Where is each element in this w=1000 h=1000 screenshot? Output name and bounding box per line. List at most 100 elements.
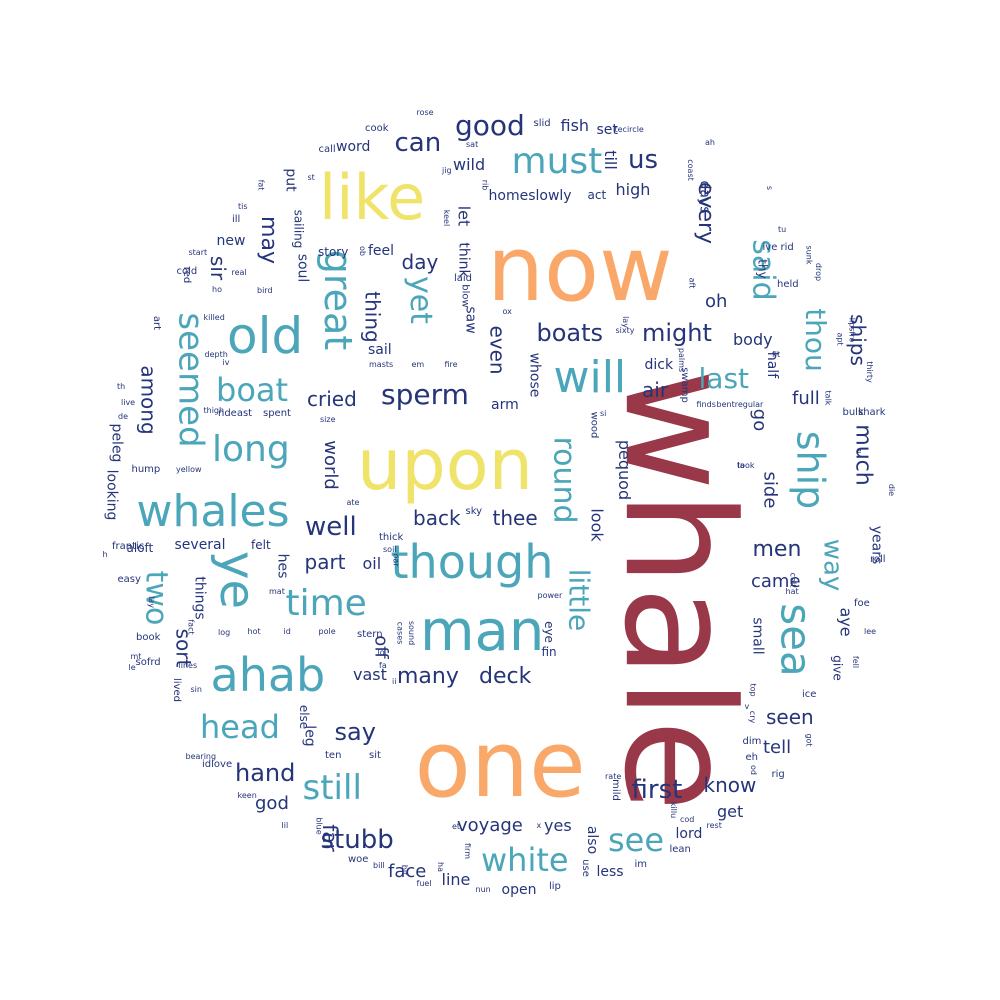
word-else: else: [297, 704, 312, 730]
word-ship: ship: [787, 430, 832, 510]
word-day: day: [401, 250, 439, 274]
word-st: st: [307, 173, 315, 182]
word-spent: spent: [263, 408, 291, 419]
word-real: real: [231, 268, 247, 277]
word-ye: ye: [208, 551, 265, 609]
word-tu: tu: [778, 225, 787, 234]
word-high: high: [615, 180, 651, 199]
word-ive: ive: [762, 242, 778, 253]
word-firm: firm: [462, 843, 472, 859]
word-see: see: [608, 821, 665, 859]
word-lo: lo: [377, 648, 385, 657]
word-apt: apt: [835, 332, 845, 346]
word-will: will: [553, 352, 627, 403]
word-sail: sail: [368, 342, 392, 358]
word-tell: tell: [763, 737, 792, 758]
word-mat: mat: [269, 587, 285, 596]
word-mt: mt: [130, 652, 142, 661]
word-start: start: [188, 248, 208, 257]
word-easy: easy: [117, 574, 141, 585]
word-whales: whales: [136, 486, 290, 537]
word-much: much: [850, 424, 876, 486]
word-god: god: [255, 793, 289, 814]
word-small: small: [749, 617, 766, 655]
word-call: call: [318, 144, 336, 155]
word-many: many: [397, 664, 459, 689]
word-rid: rid: [780, 242, 794, 253]
word-lived: lived: [170, 678, 182, 702]
word-part: part: [304, 550, 346, 574]
word-arm: arm: [491, 397, 519, 413]
word-masts: masts: [369, 360, 394, 369]
word-new: new: [216, 233, 246, 249]
word-colt: colt: [787, 572, 797, 588]
word-lip: lip: [549, 881, 561, 892]
word-sofrd: sofrd: [135, 657, 161, 668]
word-head: head: [200, 708, 280, 746]
word-feel: feel: [368, 243, 395, 259]
word-fact: fact: [186, 619, 196, 635]
word-id: id: [283, 627, 291, 636]
word-vast: vast: [353, 665, 387, 684]
word-tecircle: tecircle: [614, 125, 644, 134]
word-fit: fit: [772, 350, 781, 359]
word-th: th: [117, 382, 126, 391]
word-art: art: [151, 315, 163, 331]
word-roll: roll: [870, 554, 886, 565]
word-blue: blue: [314, 817, 324, 835]
word-de: de: [118, 412, 128, 421]
word-cases: cases: [394, 621, 404, 645]
word-face: face: [388, 861, 427, 882]
word-laid: laid: [454, 273, 473, 284]
word-way: way: [816, 538, 847, 592]
word-et: et: [452, 822, 461, 831]
word-thee: thee: [492, 506, 538, 530]
word-yet: yet: [402, 276, 438, 324]
word-got: got: [804, 733, 814, 747]
word-like: like: [319, 161, 426, 234]
word-killed: killed: [203, 313, 225, 322]
word-yellow: yellow: [176, 465, 202, 474]
word-story: story: [318, 245, 349, 259]
word-sit: sit: [369, 750, 381, 761]
word-old: old: [227, 307, 304, 365]
word-put: put: [282, 168, 299, 192]
word-sunk: sunk: [803, 245, 813, 265]
word-last: last: [698, 362, 750, 395]
word-sin: sin: [190, 685, 202, 694]
word-tis: tis: [238, 202, 248, 211]
word-la: la: [737, 461, 745, 470]
word-rose: rose: [416, 108, 434, 117]
word-seemed: seemed: [170, 312, 211, 448]
word-aye: aye: [836, 607, 856, 637]
word-rate: rate: [605, 772, 622, 781]
word-slid: slid: [533, 118, 551, 129]
word-drop: drop: [814, 262, 824, 282]
word-blow: blow: [459, 284, 471, 308]
word-cod: cod: [680, 815, 695, 824]
word-swamp: swamp: [678, 367, 690, 403]
word-time: time: [285, 583, 367, 624]
word-also: also: [584, 825, 601, 855]
word-aft: aft: [686, 277, 696, 289]
word-till: till: [600, 150, 620, 170]
word-ob: ob: [357, 246, 367, 256]
word-saw: saw: [462, 306, 479, 334]
word-keen: keen: [237, 791, 257, 800]
word-sperm: sperm: [381, 378, 469, 411]
word-must: must: [511, 141, 603, 182]
word-men: men: [752, 537, 802, 562]
word-rest: rest: [706, 821, 722, 830]
word-bentregular: bentregular: [716, 400, 764, 409]
word-though: though: [390, 535, 554, 589]
word-air: air: [642, 378, 669, 402]
word-things: things: [191, 576, 208, 620]
word-si: si: [600, 409, 607, 418]
word-nun: nun: [475, 885, 491, 894]
word-em: em: [411, 360, 425, 369]
word-sky: sky: [465, 506, 483, 517]
word-go: go: [749, 408, 771, 432]
word-still: still: [302, 768, 362, 808]
word-took: took: [737, 461, 755, 470]
word-several: several: [174, 537, 226, 553]
